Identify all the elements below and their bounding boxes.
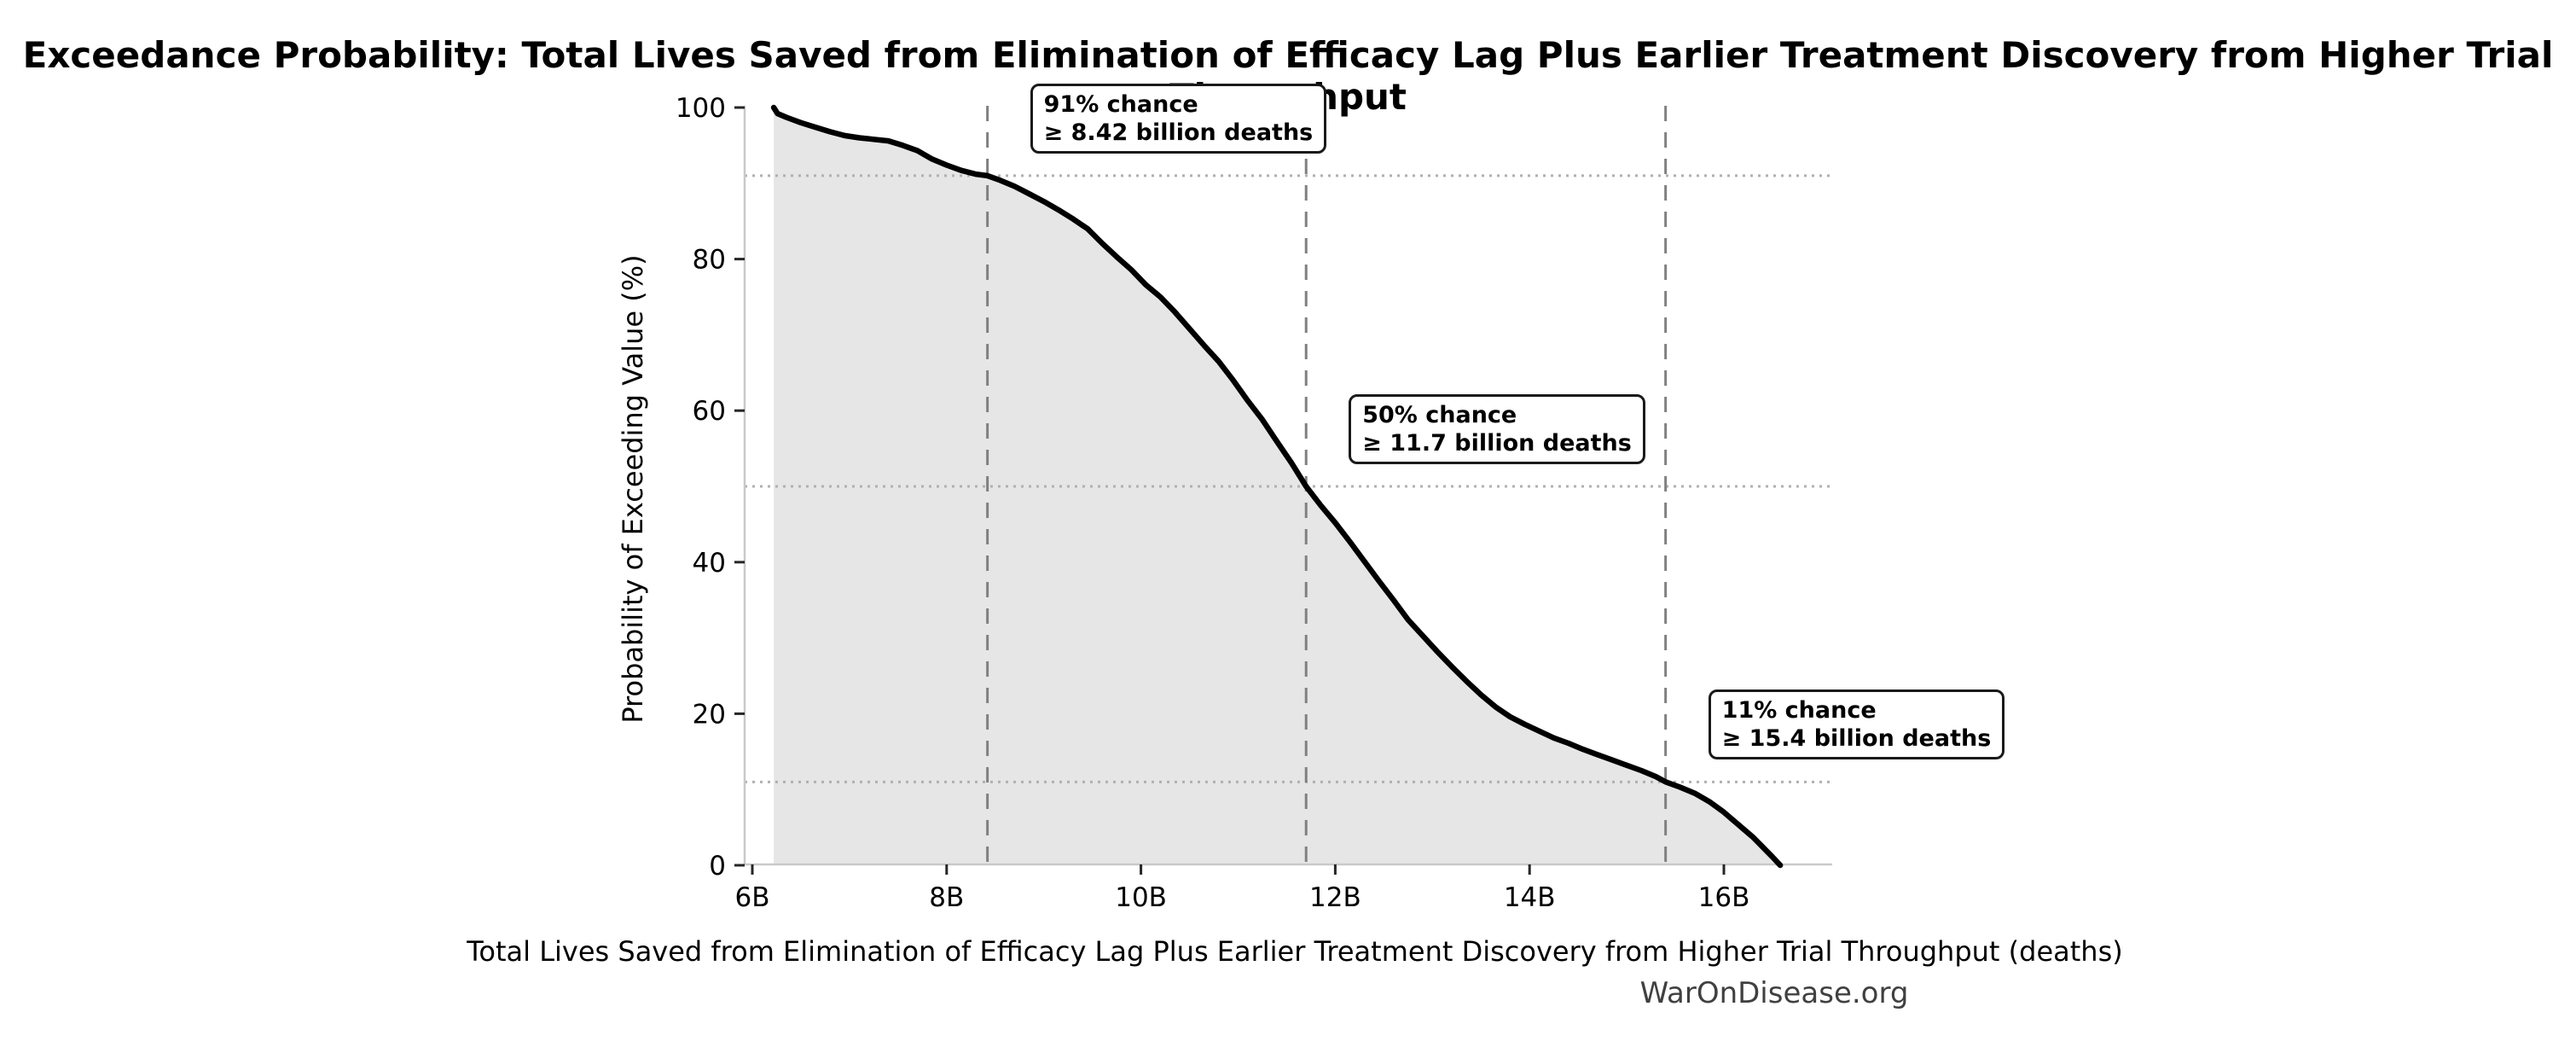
y-tick-label: 80 <box>693 245 726 276</box>
exceedance-curve <box>770 104 1784 869</box>
x-tick-label: 10B <box>1115 882 1167 913</box>
y-tick-label: 100 <box>676 93 726 124</box>
y-tick-label: 60 <box>693 396 726 427</box>
y-tick-label: 40 <box>693 548 726 579</box>
x-tick-label: 8B <box>929 882 964 913</box>
annotation-box: 11% chance ≥ 15.4 billion deaths <box>1708 689 2005 760</box>
annotation-value-line: ≥ 11.7 billion deaths <box>1362 430 1632 457</box>
x-tick-label: 14B <box>1504 882 1556 913</box>
annotation-box: 50% chance ≥ 11.7 billion deaths <box>1349 394 1645 464</box>
footer-brand: WarOnDisease.org <box>1639 976 1909 1010</box>
y-tick-label: 0 <box>709 851 726 881</box>
annotation-chance-line: 11% chance <box>1721 697 1877 724</box>
annotation-chance-line: 50% chance <box>1362 402 1517 428</box>
annotation-value-line: ≥ 8.42 billion deaths <box>1043 119 1314 146</box>
x-tick-label: 6B <box>735 882 770 913</box>
y-axis-label: Probability of Exceeding Value (%) <box>617 254 649 724</box>
annotation-chance-line: 91% chance <box>1043 90 1198 118</box>
x-tick-label: 16B <box>1698 882 1750 913</box>
chart-title: Exceedance Probability: Total Lives Save… <box>22 34 2554 118</box>
curve-area-fill <box>774 108 1781 865</box>
x-tick-label: 12B <box>1309 882 1361 913</box>
y-tick-label: 20 <box>693 699 726 730</box>
x-axis-label: Total Lives Saved from Elimination of Ef… <box>467 935 2123 968</box>
annotation-box: 91% chance ≥ 8.42 billion deaths <box>1030 83 1327 154</box>
annotation-value-line: ≥ 15.4 billion deaths <box>1721 725 1992 753</box>
